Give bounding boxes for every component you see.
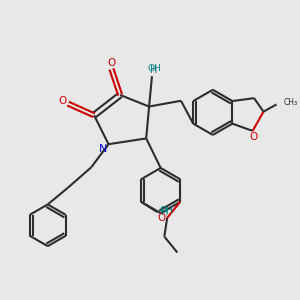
Text: N: N [99, 144, 107, 154]
Text: CH₃: CH₃ [284, 98, 298, 107]
Text: O: O [249, 132, 257, 142]
Text: H: H [150, 65, 157, 75]
Text: O: O [58, 96, 66, 106]
Text: OH: OH [148, 64, 161, 74]
Text: O: O [107, 58, 116, 68]
Text: O: O [158, 213, 166, 223]
Text: H: H [161, 207, 169, 217]
Text: OH: OH [160, 206, 174, 215]
